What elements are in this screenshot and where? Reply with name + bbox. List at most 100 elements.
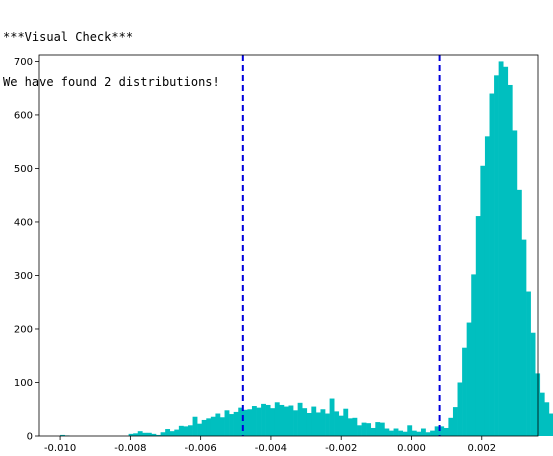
- histogram-bar: [398, 430, 404, 436]
- histogram-bar: [516, 189, 522, 436]
- histogram-bar: [233, 411, 239, 436]
- histogram-bar: [128, 433, 134, 436]
- histogram-bar: [430, 430, 435, 436]
- y-tick-label: 500: [14, 164, 33, 175]
- histogram-bar: [229, 414, 234, 436]
- histogram-bar: [471, 274, 477, 436]
- histogram-bar: [142, 432, 148, 436]
- histogram-bar: [480, 165, 486, 436]
- histogram-bar: [247, 409, 253, 436]
- histogram-bar: [325, 413, 330, 436]
- histogram-bar: [302, 408, 308, 436]
- histogram-bar: [530, 332, 536, 436]
- histogram-bar: [293, 410, 298, 436]
- visual-check-header: ***Visual Check***: [3, 30, 134, 44]
- histogram-bar: [357, 425, 362, 436]
- histogram-bar: [443, 427, 449, 436]
- histogram-bar: [274, 402, 280, 436]
- histogram-bar: [270, 408, 276, 436]
- histogram-bar: [315, 412, 321, 436]
- histogram-bar: [334, 411, 340, 436]
- histogram-bar: [210, 416, 216, 436]
- x-tick-label: -0.008: [114, 443, 146, 454]
- histogram-bar: [526, 291, 531, 436]
- histogram-bar: [329, 398, 335, 436]
- histogram-bar: [160, 432, 166, 436]
- plot-frame: [38, 54, 539, 437]
- histogram-bar: [489, 93, 495, 436]
- histogram-bar: [156, 434, 161, 436]
- histogram-bar: [288, 405, 294, 436]
- histogram-bar: [192, 416, 198, 436]
- histogram-bar: [420, 428, 426, 436]
- histogram-bar: [379, 422, 385, 436]
- histogram-bar: [439, 426, 445, 436]
- histogram-bar: [393, 428, 399, 436]
- histogram-bar: [201, 419, 207, 436]
- histogram-bar: [352, 417, 358, 436]
- histogram-bar: [279, 404, 285, 436]
- histogram-bar: [137, 431, 143, 436]
- x-tick-label: 0.000: [397, 443, 426, 454]
- histogram-bar: [457, 382, 463, 436]
- histogram-bar: [206, 418, 212, 436]
- histogram-bar: [169, 431, 175, 436]
- histogram-bar: [151, 433, 157, 436]
- histogram-bar: [261, 403, 266, 436]
- histogram-bar: [183, 426, 189, 436]
- histogram-bar: [320, 409, 326, 436]
- histogram-bar: [238, 407, 244, 436]
- y-tick-label: 700: [14, 57, 33, 68]
- histogram-bar: [548, 413, 553, 436]
- histogram-bar: [242, 409, 248, 436]
- histogram-bar: [507, 84, 513, 436]
- y-tick-label: 300: [14, 271, 33, 282]
- histogram-bar: [215, 413, 221, 436]
- histogram-bar: [462, 347, 467, 436]
- histogram-bar: [425, 432, 431, 436]
- histogram-bar: [521, 239, 527, 436]
- histogram-bar: [133, 433, 139, 436]
- histogram-bar: [146, 432, 152, 436]
- histogram-bar: [188, 425, 193, 436]
- histogram-bar: [402, 431, 408, 436]
- histogram-bar: [265, 404, 271, 436]
- histogram-bar: [197, 423, 202, 436]
- histogram-bar: [370, 427, 376, 436]
- histogram-bar: [366, 423, 372, 436]
- histogram-bar: [503, 66, 509, 437]
- histogram-bar: [452, 407, 458, 436]
- histogram-bar: [178, 425, 184, 436]
- histogram-bar: [343, 408, 349, 436]
- histogram-bar: [219, 417, 225, 436]
- histogram-bar: [283, 406, 289, 436]
- x-tick-label: -0.002: [325, 443, 357, 454]
- histogram-bar: [498, 61, 504, 437]
- histogram-bar: [375, 422, 381, 436]
- histogram-bar: [484, 136, 490, 436]
- histogram-bar: [256, 407, 262, 436]
- histogram-bar: [416, 431, 422, 436]
- histogram-bar: [512, 130, 518, 436]
- y-tick-label: 200: [14, 324, 33, 335]
- histogram-bar: [389, 430, 394, 436]
- histogram-bar: [60, 434, 65, 436]
- histogram-bar: [384, 428, 390, 436]
- x-tick-label: 0.002: [467, 443, 496, 454]
- y-tick-label: 600: [14, 110, 33, 121]
- y-tick-label: 0: [27, 432, 33, 443]
- y-tick-label: 400: [14, 217, 33, 228]
- histogram-bar: [174, 429, 180, 436]
- histogram-bar: [306, 412, 312, 436]
- histogram-bar: [544, 402, 550, 436]
- histogram-bar: [475, 216, 481, 436]
- histogram-bar: [224, 410, 230, 436]
- histogram-bar: [466, 322, 472, 436]
- histogram-bar: [448, 417, 454, 436]
- y-tick-label: 100: [14, 378, 33, 389]
- x-tick-label: -0.010: [44, 443, 76, 454]
- x-tick-label: -0.004: [255, 443, 287, 454]
- histogram-bar: [347, 418, 353, 436]
- histogram-bar: [338, 415, 344, 436]
